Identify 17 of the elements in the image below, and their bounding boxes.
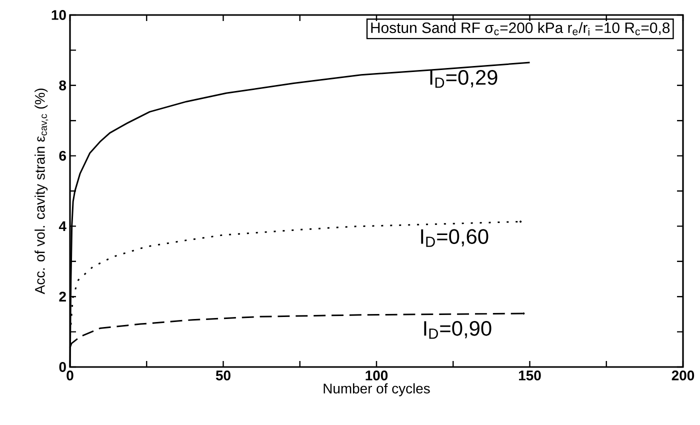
series-label: I$_{D}$=0,90 [424,321,492,339]
x-tick-label: 100 [366,370,388,380]
y-tick-label: 2 [59,292,66,302]
series-label: I$_{D}$=0,60 [421,229,488,247]
y-tick-label: 0 [59,362,66,372]
x-tick-label: 150 [518,370,541,380]
series-label: I$_{D}$=0,29 [430,70,498,88]
x-tick-label: 0 [66,370,74,380]
chart-title: Hostun Sand RF σ$_{c}$=200 kPa r$_{e}$/r$_{i}$ =10 R$_{c}$=0,8 [371,22,670,36]
y-tick-label: 4 [58,221,66,231]
x-axis-title: Number of cycles [324,383,430,396]
x-tick-label: 200 [672,370,694,380]
x-tick-label: 50 [216,370,230,380]
y-tick-label: 8 [59,80,66,90]
y-tick-label: 10 [52,10,66,20]
y-tick-label: 6 [59,150,66,161]
y-axis-title: Acc. of vol. cavity strain ε$_{cav,c}$ (%) [34,88,48,294]
